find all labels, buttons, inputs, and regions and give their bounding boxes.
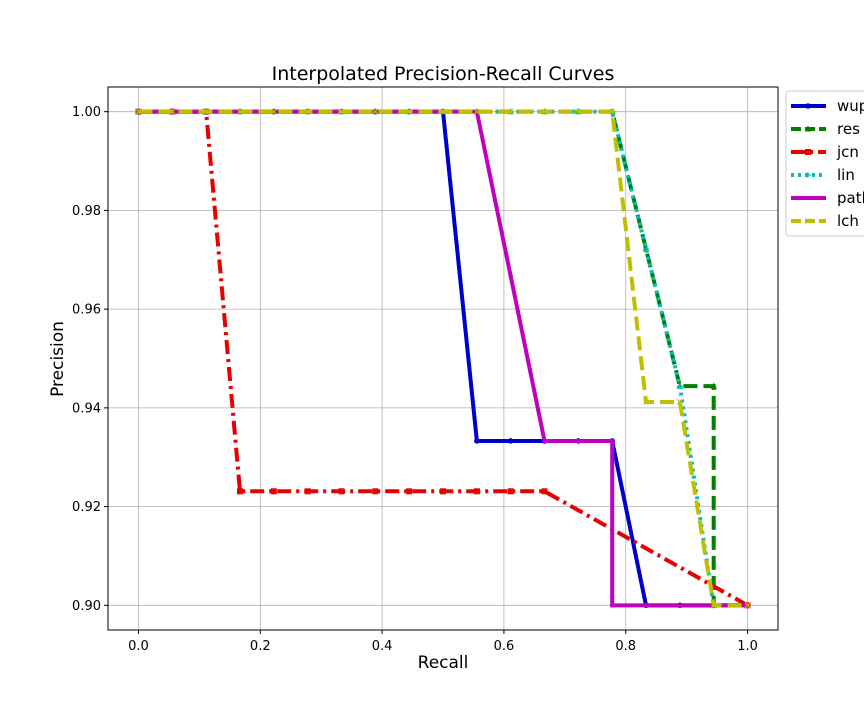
data-point-lch [609,108,616,115]
data-point-jcn [236,488,243,495]
x-tick-label: 0.2 [250,639,271,654]
y-tick-label: 0.96 [72,303,101,318]
data-point-jcn [338,488,345,495]
data-point-path [508,273,513,279]
x-tick-label: 1.0 [737,639,758,654]
data-point-wup [474,438,480,444]
series-layer [135,108,751,609]
data-point-jcn [304,488,311,495]
data-point-jcn [440,488,446,495]
data-point-lch [575,108,582,115]
legend-item-lin: lin [791,166,855,184]
data-point-lch [541,108,548,115]
data-point-jcn [541,488,548,495]
data-point-lch [203,108,210,115]
legend-marker [804,125,812,132]
ticks: 0.0 0.2 0.4 0.6 0.8 1.0 0.90 0.92 0.94 0.96 0.98 1.… [72,105,758,654]
data-point-jcn [270,488,277,495]
legend-marker [805,103,811,109]
y-axis-label: Precision [48,321,68,397]
data-point-lch [744,602,751,609]
data-point-lin [676,383,683,390]
data-point-res [710,382,717,389]
legend-item-jcn: jcn [791,143,859,161]
y-tick-label: 0.94 [72,401,101,416]
legend-item-lch: lch [791,212,859,230]
data-point-path [542,438,547,444]
legend-item-path: path [791,189,864,207]
legend-label: lch [837,212,859,230]
y-tick-label: 0.90 [72,599,101,614]
data-point-lch [270,108,277,115]
data-point-lch [710,602,717,609]
legend-marker [805,218,811,224]
legend-label: lin [837,166,855,184]
legend: wup res jcn lin path lch [785,90,864,237]
legend-label: path [837,189,864,207]
data-point-lch [643,399,649,405]
data-point-lch [473,108,480,115]
data-point-path [576,438,581,444]
data-point-path [610,603,615,608]
x-tick-label: 0.4 [372,639,393,654]
data-point-lin [643,245,650,252]
y-tick-label: 0.92 [72,500,101,515]
series-lch [135,108,751,609]
data-point-path [677,603,683,608]
legend-marker [805,195,811,201]
data-point-jcn [507,488,514,495]
y-tick-label: 1.00 [72,105,101,120]
data-point-lch [338,108,345,115]
plot-frame [107,86,779,631]
data-point-lch [237,108,243,115]
chart-title: Interpolated Precision-Recall Curves [272,63,615,85]
x-tick-label: 0.8 [615,639,636,654]
legend-marker [805,149,811,155]
data-point-path [643,603,649,608]
data-point-lch [372,108,379,115]
legend-marker [805,172,811,178]
legend-label: res [837,120,860,138]
x-tick-label: 0.6 [494,639,515,654]
data-point-lch [304,108,311,115]
x-axis-label: Recall [418,653,469,673]
data-point-lch [440,108,446,115]
data-point-path [610,438,615,444]
data-point-wup [507,438,514,444]
x-tick-label: 0.0 [128,639,149,654]
legend-label: jcn [836,143,859,161]
data-point-lch [507,108,514,115]
data-point-lch [169,108,176,115]
legend-item-res: res [791,120,860,138]
data-point-lch [135,108,142,115]
data-point-jcn [473,488,480,495]
y-tick-label: 0.98 [72,204,101,219]
data-point-jcn [406,488,413,495]
data-point-lch [676,399,683,405]
legend-label: wup [837,97,864,115]
legend-item-wup: wup [791,97,864,115]
data-point-jcn [372,488,379,495]
series-line-jcn [138,109,749,608]
data-point-lch [406,108,413,115]
